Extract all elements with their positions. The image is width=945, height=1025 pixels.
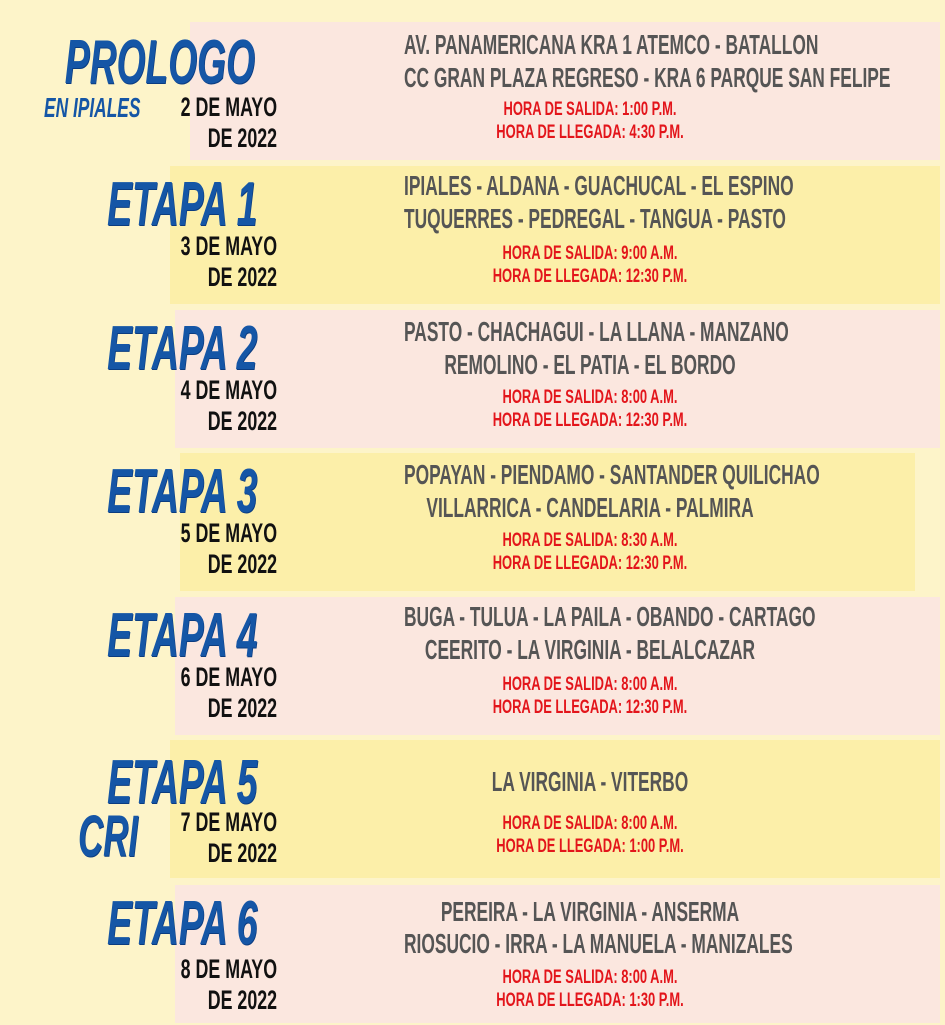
stage-title: ETAPA 3 xyxy=(106,457,257,526)
stage-date-year: DE 2022 xyxy=(207,549,277,579)
route-line: POPAYAN - PIENDAMO - SANTANDER QUILICHAO xyxy=(404,459,820,490)
route-line: TUQUERRES - PEDREGAL - TANGUA - PASTO xyxy=(404,203,786,234)
stage-title: PROLOGO xyxy=(64,28,255,97)
band-etapa-1 xyxy=(170,166,940,304)
route-line: CC GRAN PLAZA REGRESO - KRA 6 PARQUE SAN… xyxy=(404,62,891,93)
departure-time: HORA DE SALIDA: 8:30 A.M. xyxy=(502,530,678,551)
band-etapa-3 xyxy=(180,453,915,591)
band-prologo xyxy=(190,22,940,160)
stage-date-day: 5 DE MAYO xyxy=(180,518,277,548)
stage-date-day: 8 DE MAYO xyxy=(180,954,277,984)
departure-time: HORA DE SALIDA: 8:00 A.M. xyxy=(502,387,678,408)
arrival-time: HORA DE LLEGADA: 12:30 P.M. xyxy=(492,697,688,718)
route-line: CEERITO - LA VIRGINIA - BELALCAZAR xyxy=(424,634,756,665)
stage-etapa-4: ETAPA 4 6 DE MAYO DE 2022 BUGA - TULUA -… xyxy=(0,597,945,737)
band-etapa-5 xyxy=(170,740,940,878)
route-line: AV. PANAMERICANA KRA 1 ATEMCO - BATALLON xyxy=(404,29,819,60)
stage-date-year: DE 2022 xyxy=(207,406,277,436)
departure-time: HORA DE SALIDA: 9:00 A.M. xyxy=(502,243,678,264)
stage-title: ETAPA 2 xyxy=(106,314,257,383)
stage-etapa-2: ETAPA 2 4 DE MAYO DE 2022 PASTO - CHACHA… xyxy=(0,310,945,450)
stage-subtitle: CRI xyxy=(78,804,138,869)
band-etapa-6 xyxy=(175,885,940,1023)
route-line: IPIALES - ALDANA - GUACHUCAL - EL ESPINO xyxy=(404,170,794,201)
stage-title: ETAPA 5 xyxy=(106,748,257,817)
departure-time: HORA DE SALIDA: 8:00 A.M. xyxy=(502,674,678,695)
stage-date-day: 7 DE MAYO xyxy=(180,807,277,837)
stage-etapa-3: ETAPA 3 5 DE MAYO DE 2022 POPAYAN - PIEN… xyxy=(0,453,945,593)
route-line: BUGA - TULUA - LA PAILA - OBANDO - CARTA… xyxy=(404,601,816,632)
stage-date-day: 4 DE MAYO xyxy=(180,375,277,405)
stage-etapa-1: ETAPA 1 3 DE MAYO DE 2022 IPIALES - ALDA… xyxy=(0,166,945,306)
stage-subtitle: EN IPIALES xyxy=(44,92,141,123)
stage-etapa-6: ETAPA 6 8 DE MAYO DE 2022 PEREIRA - LA V… xyxy=(0,885,945,1025)
route-line: PASTO - CHACHAGUI - LA LLANA - MANZANO xyxy=(404,316,789,347)
departure-time: HORA DE SALIDA: 8:00 A.M. xyxy=(502,813,678,834)
stage-title: ETAPA 4 xyxy=(106,601,257,670)
arrival-time: HORA DE LLEGADA: 12:30 P.M. xyxy=(492,410,688,431)
arrival-time: HORA DE LLEGADA: 12:30 P.M. xyxy=(492,553,688,574)
arrival-time: HORA DE LLEGADA: 12:30 P.M. xyxy=(492,266,688,287)
stage-date-year: DE 2022 xyxy=(207,693,277,723)
stage-date-day: 6 DE MAYO xyxy=(180,662,277,692)
arrival-time: HORA DE LLEGADA: 4:30 P.M. xyxy=(496,122,684,143)
departure-time: HORA DE SALIDA: 8:00 A.M. xyxy=(502,967,678,988)
stage-title: ETAPA 1 xyxy=(106,170,257,239)
stage-date-year: DE 2022 xyxy=(207,123,277,153)
route-line: LA VIRGINIA - VITERBO xyxy=(491,766,689,797)
band-etapa-2 xyxy=(175,310,940,448)
stage-title: ETAPA 6 xyxy=(106,889,257,958)
arrival-time: HORA DE LLEGADA: 1:00 P.M. xyxy=(496,836,684,857)
stage-date-year: DE 2022 xyxy=(207,262,277,292)
route-line: PEREIRA - LA VIRGINIA - ANSERMA xyxy=(440,896,740,927)
arrival-time: HORA DE LLEGADA: 1:30 P.M. xyxy=(496,990,684,1011)
departure-time: HORA DE SALIDA: 1:00 P.M. xyxy=(503,99,677,120)
route-line: VILLARRICA - CANDELARIA - PALMIRA xyxy=(426,492,754,523)
route-line: RIOSUCIO - IRRA - LA MANUELA - MANIZALES xyxy=(404,928,793,959)
stage-date-year: DE 2022 xyxy=(207,985,277,1015)
stage-date-day: 2 DE MAYO xyxy=(180,92,277,122)
band-etapa-4 xyxy=(175,597,940,735)
route-line: REMOLINO - EL PATIA - EL BORDO xyxy=(444,349,736,380)
stage-prologo: PROLOGO EN IPIALES 2 DE MAYO DE 2022 AV.… xyxy=(0,22,945,162)
stage-date-year: DE 2022 xyxy=(207,838,277,868)
stage-date-day: 3 DE MAYO xyxy=(180,231,277,261)
stage-etapa-5: ETAPA 5 CRI 7 DE MAYO DE 2022 LA VIRGINI… xyxy=(0,740,945,880)
